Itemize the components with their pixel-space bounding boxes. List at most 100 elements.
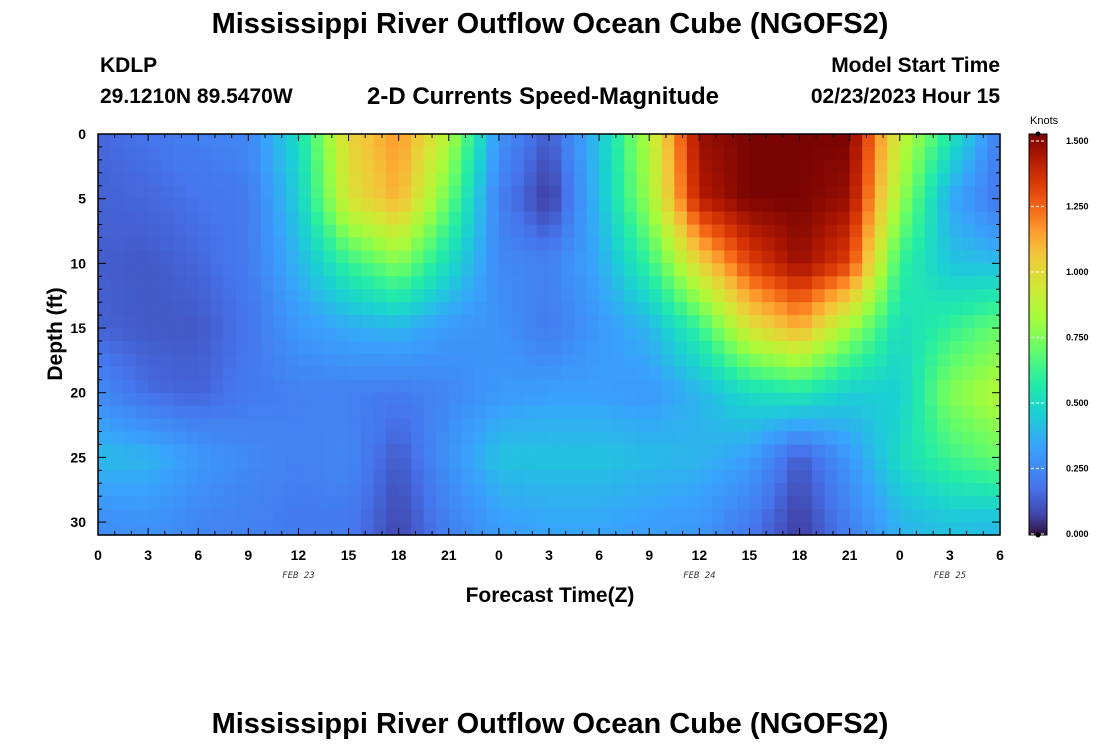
heatmap-cell <box>411 211 425 226</box>
heatmap-cell <box>987 509 1001 523</box>
heatmap-cell <box>912 328 926 342</box>
heatmap-cell <box>862 522 876 536</box>
heatmap-cell <box>699 444 713 458</box>
heatmap-cell <box>173 522 187 536</box>
heatmap-cell <box>386 431 400 446</box>
heatmap-cell <box>461 392 475 407</box>
heatmap-cell <box>536 483 550 497</box>
heatmap-cell <box>223 509 237 523</box>
heatmap-cell <box>899 134 913 148</box>
colorbar-tick-label: 0.500 <box>1066 398 1089 408</box>
heatmap-cell <box>974 444 989 458</box>
heatmap-cell <box>323 224 337 239</box>
heatmap-cell <box>874 250 888 264</box>
chart-subtitle: 2-D Currents Speed-Magnitude <box>367 83 720 110</box>
heatmap-cell <box>223 470 237 484</box>
heatmap-cell <box>661 522 675 536</box>
heatmap-cell <box>386 366 400 381</box>
heatmap-cell <box>962 263 976 277</box>
heatmap-cell <box>285 418 300 433</box>
heatmap-cell <box>110 366 124 381</box>
heatmap-cell <box>611 224 625 239</box>
heatmap-cell <box>611 211 625 226</box>
heatmap-cell <box>636 353 650 368</box>
heatmap-cell <box>761 340 776 355</box>
heatmap-cell <box>461 146 475 161</box>
heatmap-cell <box>498 263 513 277</box>
heatmap-cell <box>611 172 625 187</box>
heatmap-cell <box>361 146 375 161</box>
heatmap-cell <box>323 483 337 497</box>
heatmap-cell <box>323 431 337 446</box>
heatmap-cell <box>649 405 663 420</box>
heatmap-cell <box>849 159 863 174</box>
heatmap-cell <box>310 431 325 446</box>
heatmap-cell <box>849 405 863 420</box>
heatmap-cell <box>824 470 838 484</box>
heatmap-cell <box>185 211 199 226</box>
heatmap-cell <box>498 302 513 316</box>
heatmap-cell <box>235 224 249 239</box>
heatmap-cell <box>574 353 588 368</box>
heatmap-cell <box>862 172 876 187</box>
heatmap-cell <box>862 457 876 471</box>
heatmap-cell <box>285 457 300 471</box>
heatmap-cell <box>536 470 550 484</box>
heatmap-cell <box>699 198 713 213</box>
heatmap-cell <box>148 379 162 394</box>
heatmap-cell <box>887 134 901 148</box>
heatmap-cell <box>173 483 187 497</box>
heatmap-cell <box>586 431 600 446</box>
heatmap-cell <box>812 146 826 161</box>
heatmap-cell <box>223 211 237 226</box>
heatmap-cell <box>235 353 249 368</box>
x-tick-label: 12 <box>291 547 307 563</box>
heatmap-cell <box>486 198 500 213</box>
heatmap-cell <box>549 431 563 446</box>
heatmap-cell <box>273 302 287 316</box>
heatmap-cell <box>98 470 112 484</box>
heatmap-cell <box>812 379 826 394</box>
heatmap-cell <box>761 379 776 394</box>
heatmap-cell <box>486 289 500 303</box>
y-tick-label: 10 <box>70 255 86 271</box>
heatmap-cell <box>473 483 487 497</box>
heatmap-cell <box>498 522 513 536</box>
heatmap-cell <box>98 328 112 342</box>
heatmap-cell <box>561 392 575 407</box>
heatmap-cell <box>699 172 713 187</box>
heatmap-cell <box>899 522 913 536</box>
heatmap-cell <box>361 483 375 497</box>
heatmap-cell <box>185 172 199 187</box>
heatmap-cell <box>724 134 738 148</box>
heatmap-cell <box>711 302 725 316</box>
heatmap-cell <box>761 224 776 239</box>
heatmap-cell <box>974 405 989 420</box>
heatmap-cell <box>160 418 174 433</box>
heatmap-cell <box>812 237 826 252</box>
heatmap-cell <box>511 483 525 497</box>
heatmap-cell <box>937 185 951 200</box>
heatmap-cell <box>523 444 538 458</box>
heatmap-cell <box>198 250 212 264</box>
heatmap-cell <box>373 146 387 161</box>
heatmap-cell <box>736 509 751 523</box>
axes: 0 3 6 9 12 15 18 21 0 3 6 9 12 15 18 21 0 3 6051015202530F… <box>70 126 1004 581</box>
heatmap-cell <box>686 366 700 381</box>
heatmap-cell <box>887 328 901 342</box>
heatmap-cell <box>448 134 462 148</box>
heatmap-cell <box>411 159 425 174</box>
heatmap-cell <box>736 211 751 226</box>
heatmap-cell <box>536 315 550 329</box>
heatmap-cell <box>448 483 462 497</box>
heatmap-cell <box>323 379 337 394</box>
heatmap-cell <box>323 353 337 368</box>
heatmap-cell <box>736 250 751 264</box>
heatmap-cell <box>248 237 262 252</box>
heatmap-cell <box>599 405 613 420</box>
heatmap-cell <box>135 315 149 329</box>
heatmap-cell <box>160 457 174 471</box>
heatmap-cell <box>248 198 262 213</box>
heatmap-cell <box>962 522 976 536</box>
heatmap-cell <box>849 379 863 394</box>
